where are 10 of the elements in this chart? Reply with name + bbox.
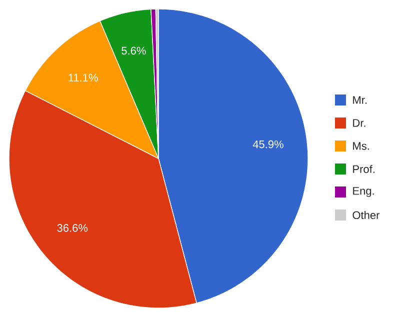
legend-label: Eng. <box>353 187 374 197</box>
data-label: 11.1% <box>68 74 98 82</box>
legend-label: Other <box>352 210 380 220</box>
legend-label: Dr. <box>353 119 366 127</box>
legend-label: Ms. <box>353 142 369 150</box>
data-label: 45.9% <box>252 140 284 148</box>
data-label: 5.6% <box>122 46 146 55</box>
legend-label: Prof. <box>353 164 374 174</box>
data-label: 36.6% <box>57 224 88 232</box>
legend-label: Mr. <box>353 96 366 104</box>
